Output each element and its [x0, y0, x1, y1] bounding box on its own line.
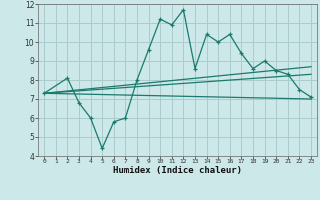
X-axis label: Humidex (Indice chaleur): Humidex (Indice chaleur)	[113, 166, 242, 175]
